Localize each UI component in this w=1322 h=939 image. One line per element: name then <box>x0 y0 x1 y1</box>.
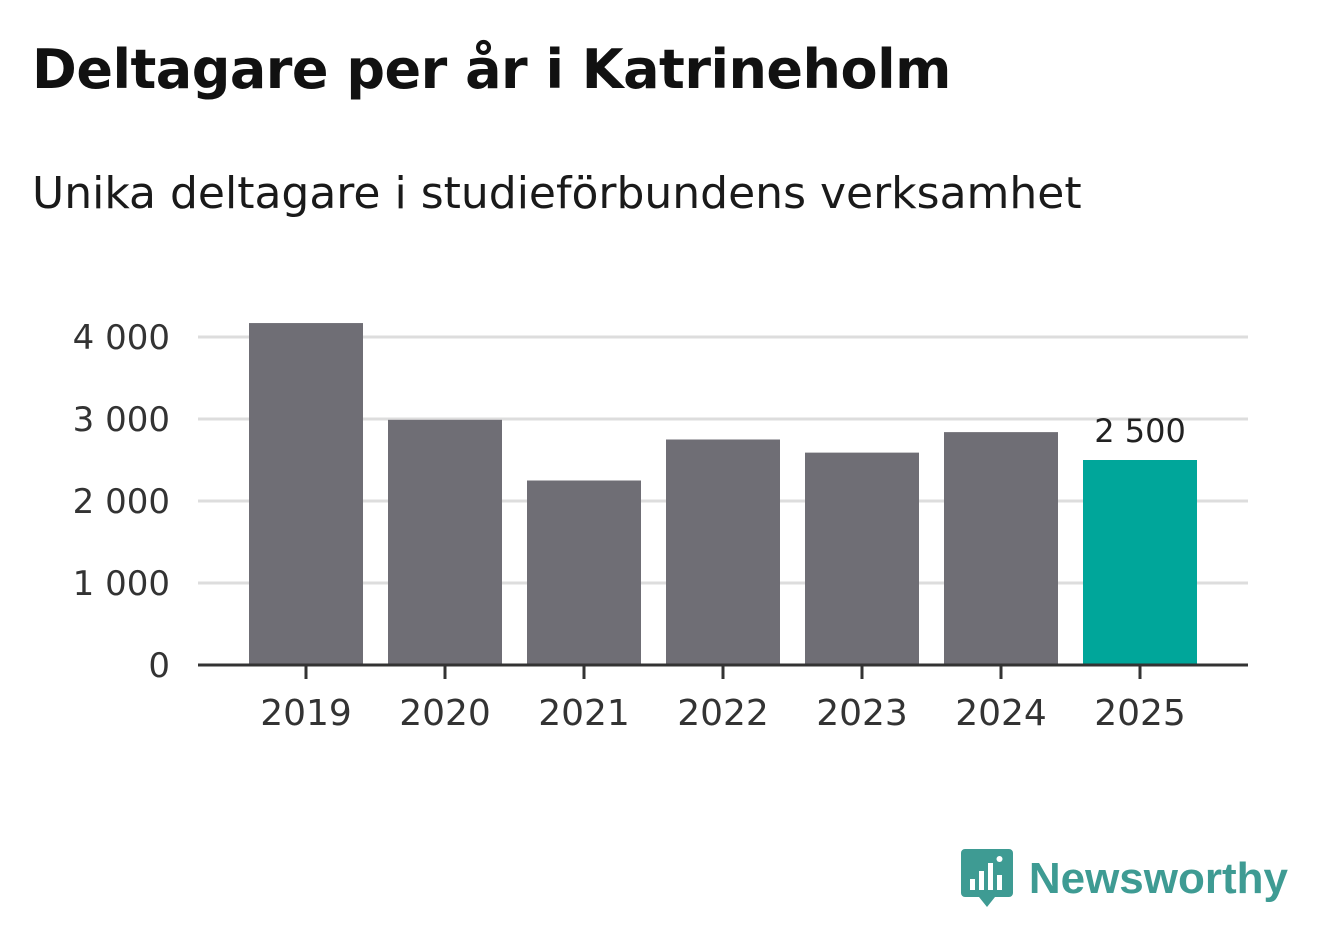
y-tick-label: 4 000 <box>73 318 170 358</box>
y-tick-label: 1 000 <box>73 564 170 604</box>
chart-title: Deltagare per år i Katrineholm <box>32 38 951 101</box>
bar-2021 <box>527 480 641 665</box>
newsworthy-logo-icon <box>960 849 1013 907</box>
y-tick-label: 2 000 <box>73 482 170 522</box>
x-tick-label: 2022 <box>677 693 769 734</box>
x-tick-label: 2024 <box>955 693 1047 734</box>
y-tick-label: 0 <box>148 646 170 686</box>
bar-2022 <box>666 439 780 665</box>
y-tick-label: 3 000 <box>73 400 170 440</box>
bar-2019 <box>249 323 363 665</box>
bar-2025 <box>1083 460 1197 665</box>
bar-2024 <box>944 432 1058 665</box>
brand-logo: Newsworthy <box>960 849 1288 909</box>
bar-2023 <box>805 452 919 665</box>
bar-2020 <box>388 419 502 665</box>
x-tick-label: 2023 <box>816 693 908 734</box>
brand-name: Newsworthy <box>1028 854 1288 903</box>
x-tick-label: 2025 <box>1094 693 1186 734</box>
chart-subtitle: Unika deltagare i studieförbundens verks… <box>32 168 1082 219</box>
x-tick-label: 2021 <box>538 693 630 734</box>
x-tick-label: 2020 <box>399 693 491 734</box>
bar-value-label: 2 500 <box>1094 412 1186 450</box>
x-tick-label: 2019 <box>260 693 352 734</box>
